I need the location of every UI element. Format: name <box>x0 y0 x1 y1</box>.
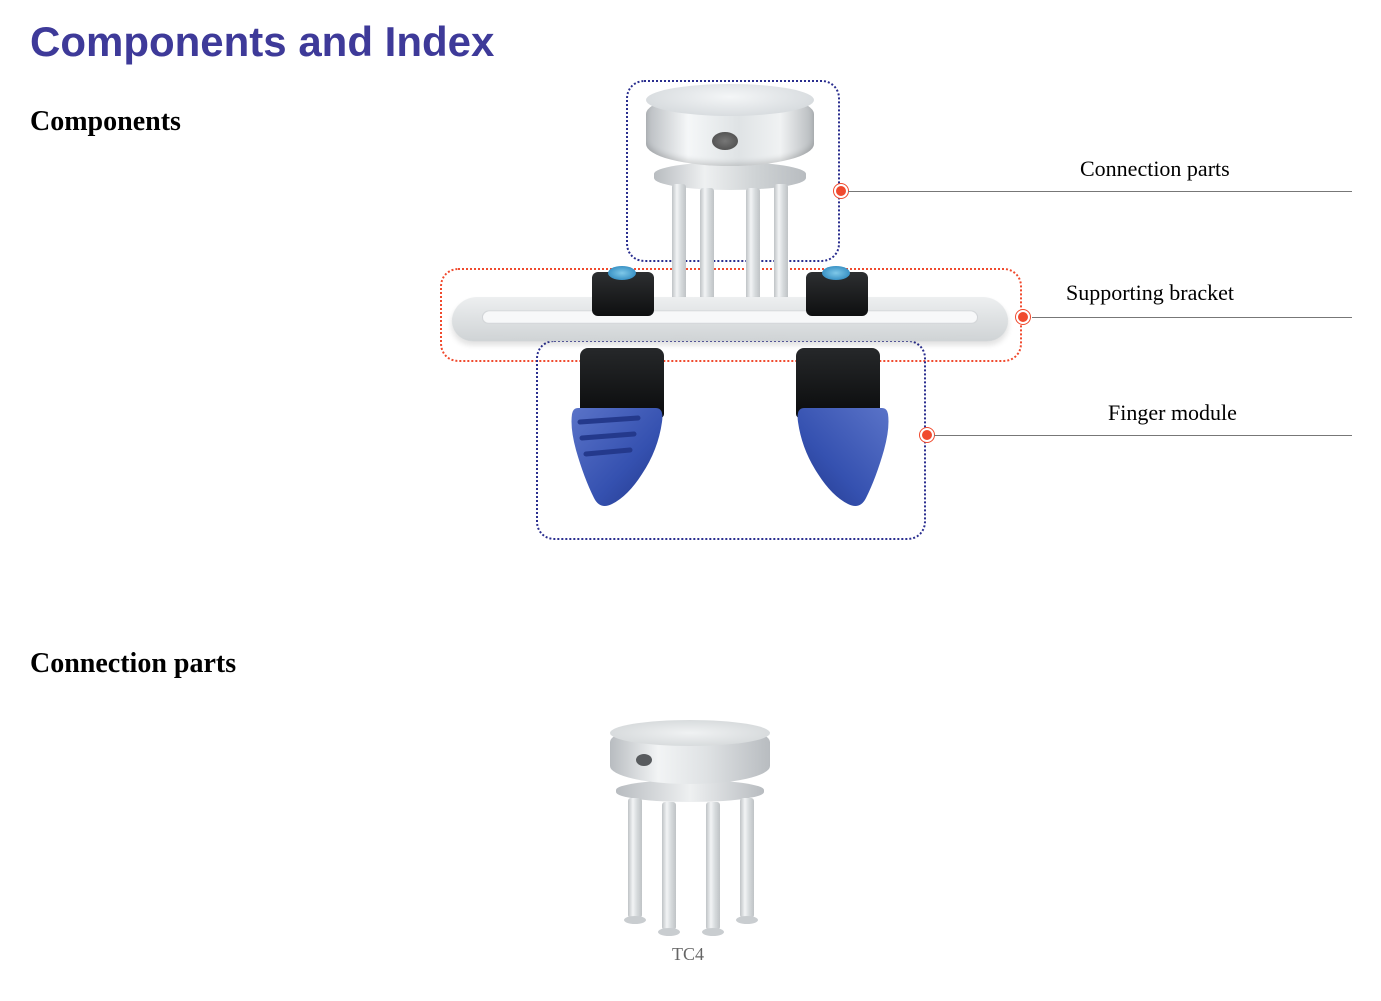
supporting-bracket-slot <box>481 310 978 323</box>
tc4-bore <box>636 754 652 766</box>
callout-label-connection-parts: Connection parts <box>1080 156 1230 182</box>
callout-underline <box>1068 191 1352 192</box>
callout-line-finger-module <box>934 435 1068 436</box>
mount-cap-left <box>608 266 636 280</box>
tc4-foot <box>624 916 646 924</box>
tc4-caption: TC4 <box>672 944 704 965</box>
tc4-cap-face <box>610 720 770 746</box>
connector-leg <box>746 188 760 308</box>
connection-part-tc4 <box>590 720 790 930</box>
components-diagram <box>440 80 1020 540</box>
callout-label-supporting-bracket: Supporting bracket <box>1066 280 1234 306</box>
connector-top-face <box>646 84 814 116</box>
finger-tip-right <box>790 400 900 510</box>
tc4-leg <box>740 798 754 918</box>
callout-label-finger-module: Finger module <box>1108 400 1237 426</box>
callout-underline <box>1060 317 1352 318</box>
callout-underline <box>1068 435 1352 436</box>
callout-dot-finger-module <box>920 428 934 442</box>
connector-bore <box>712 132 738 150</box>
section-connection-parts-heading: Connection parts <box>30 648 236 680</box>
tc4-foot <box>658 928 680 936</box>
callout-line-connection-parts <box>848 191 1068 192</box>
mount-cap-right <box>822 266 850 280</box>
tc4-foot <box>736 916 758 924</box>
section-components-heading: Components <box>30 106 181 138</box>
connector-leg <box>672 184 686 304</box>
finger-tip-left <box>560 400 670 510</box>
tc4-foot <box>702 928 724 936</box>
connector-leg <box>700 188 714 308</box>
callout-dot-connection-parts <box>834 184 848 198</box>
tc4-leg <box>706 802 720 930</box>
callout-dot-supporting-bracket <box>1016 310 1030 324</box>
page-title: Components and Index <box>30 18 494 66</box>
tc4-leg <box>662 802 676 930</box>
connector-leg <box>774 184 788 304</box>
tc4-leg <box>628 798 642 918</box>
